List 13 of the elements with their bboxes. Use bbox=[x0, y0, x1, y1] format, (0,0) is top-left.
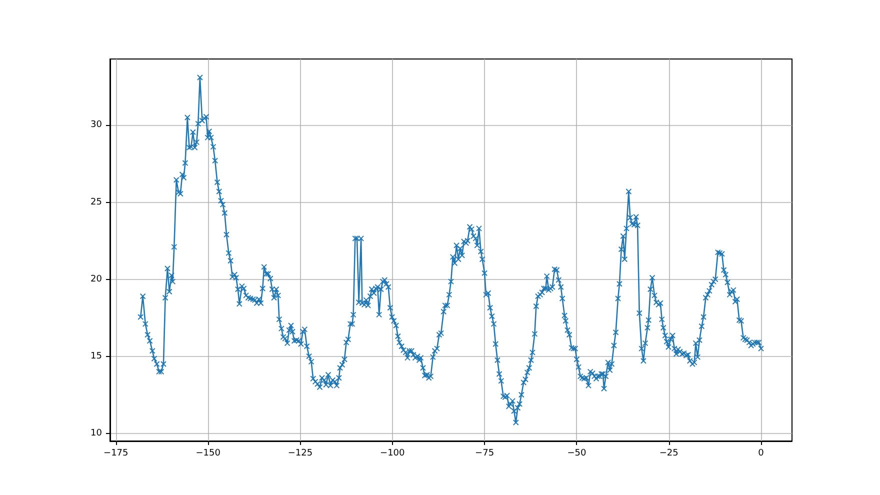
y-tick-label: 20 bbox=[90, 274, 102, 284]
x-tick-label: −175 bbox=[104, 448, 128, 458]
y-tick-label: 15 bbox=[90, 351, 102, 362]
x-tick-label: −125 bbox=[288, 448, 313, 458]
x-tick-label: 0 bbox=[758, 448, 764, 458]
x-tick-label: −100 bbox=[380, 448, 406, 458]
y-tick-label: 30 bbox=[90, 120, 102, 130]
y-tick-label: 10 bbox=[90, 428, 102, 438]
y-tick-label: 25 bbox=[90, 197, 102, 208]
x-tick-label: −50 bbox=[567, 448, 586, 458]
x-tick-label: −75 bbox=[475, 448, 494, 458]
x-tick-label: −150 bbox=[196, 448, 221, 458]
x-tick-label: −25 bbox=[659, 448, 678, 458]
